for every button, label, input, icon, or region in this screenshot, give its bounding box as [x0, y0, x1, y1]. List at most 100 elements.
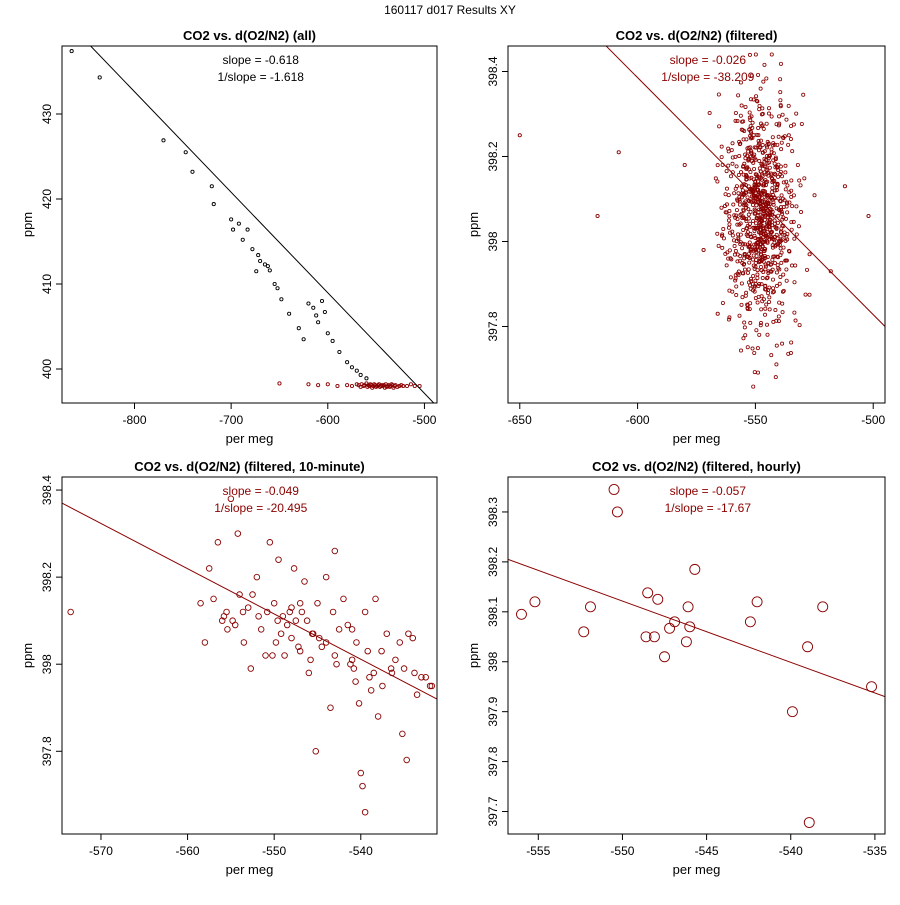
- data-point: [306, 301, 311, 306]
- data-point: [745, 153, 750, 158]
- x-tick-label: -650: [508, 413, 532, 427]
- y-axis-label: ppm: [466, 212, 481, 237]
- data-point: [749, 114, 754, 119]
- data-point: [738, 212, 743, 217]
- data-point: [218, 617, 226, 624]
- data-point: [756, 133, 761, 138]
- y-tick-label: 397.8: [486, 311, 500, 341]
- data-point: [780, 341, 785, 346]
- data-point: [767, 165, 772, 170]
- data-point: [765, 254, 770, 259]
- data-point: [801, 92, 806, 97]
- data-point: [231, 227, 236, 232]
- data-point: [812, 193, 817, 198]
- data-point: [786, 142, 791, 147]
- data-point: [205, 565, 213, 572]
- y-tick-label: 410: [40, 274, 54, 294]
- data-point: [787, 248, 792, 253]
- data-point: [240, 639, 248, 646]
- data-point: [763, 264, 768, 269]
- data-point: [340, 595, 347, 603]
- data-point: [743, 293, 748, 298]
- data-point: [771, 286, 776, 291]
- data-point: [763, 312, 768, 317]
- data-point: [752, 182, 757, 187]
- data-point: [752, 166, 757, 171]
- data-point: [764, 302, 769, 307]
- chart-panel-2: CO2 vs. d(O2/N2) (filtered) -650 -600 -550 -…: [466, 28, 886, 446]
- data-point: [768, 217, 773, 222]
- data-point: [349, 365, 354, 370]
- data-point: [797, 178, 802, 183]
- data-point: [734, 293, 739, 298]
- data-point: [517, 133, 522, 138]
- data-point: [347, 660, 354, 668]
- data-point: [716, 92, 721, 97]
- data-point: [784, 258, 789, 263]
- data-point: [753, 278, 758, 283]
- data-point: [736, 93, 741, 98]
- data-point: [762, 213, 767, 218]
- data-point: [783, 187, 788, 192]
- slope-annotation: slope = -0.057: [670, 484, 747, 498]
- data-point: [724, 169, 729, 174]
- data-point: [277, 381, 282, 386]
- data-point: [737, 153, 742, 158]
- data-point: [727, 222, 732, 227]
- data-point: [715, 179, 720, 184]
- data-point: [355, 700, 363, 707]
- plot-area: [508, 484, 885, 828]
- data-point: [760, 299, 765, 304]
- data-point: [754, 176, 759, 181]
- data-point: [783, 258, 788, 263]
- data-point: [283, 621, 291, 629]
- data-point: [288, 604, 295, 611]
- data-point: [733, 248, 738, 253]
- data-point: [753, 296, 758, 301]
- data-point: [364, 647, 371, 655]
- data-point: [758, 265, 763, 270]
- data-point: [684, 621, 696, 633]
- data-point: [750, 120, 755, 125]
- chart-panel-3: CO2 vs. d(O2/N2) (filtered, 10-minute) -5…: [20, 459, 438, 877]
- data-point: [761, 126, 766, 131]
- y-tick-label: 398.4: [40, 475, 54, 505]
- data-point: [730, 155, 735, 160]
- data-point: [738, 113, 743, 118]
- data-point: [774, 318, 779, 323]
- data-point: [742, 325, 747, 330]
- data-point: [778, 239, 783, 244]
- data-point: [781, 205, 786, 210]
- data-point: [740, 188, 745, 193]
- data-point: [778, 199, 783, 204]
- data-point: [733, 273, 738, 278]
- data-point: [97, 75, 102, 80]
- y-tick-label: 398.2: [40, 562, 54, 592]
- data-point: [772, 196, 777, 201]
- data-point: [426, 682, 434, 690]
- data-point: [739, 281, 744, 286]
- x-tick-label: -560: [176, 844, 200, 858]
- data-point: [747, 199, 752, 204]
- data-point: [745, 223, 750, 228]
- data-point: [412, 383, 417, 389]
- data-point: [265, 264, 270, 269]
- data-point: [765, 161, 770, 166]
- data-point: [287, 311, 292, 316]
- data-point: [197, 600, 204, 607]
- data-point: [765, 170, 770, 175]
- data-point: [422, 674, 429, 681]
- data-point: [775, 263, 780, 268]
- data-point: [803, 292, 808, 297]
- data-point: [798, 183, 803, 188]
- data-point: [773, 308, 778, 313]
- data-point: [746, 267, 751, 272]
- data-point: [745, 230, 750, 235]
- data-point: [749, 175, 754, 180]
- data-point: [743, 191, 748, 196]
- data-point: [783, 216, 788, 221]
- data-point: [756, 210, 761, 215]
- data-point: [790, 204, 795, 209]
